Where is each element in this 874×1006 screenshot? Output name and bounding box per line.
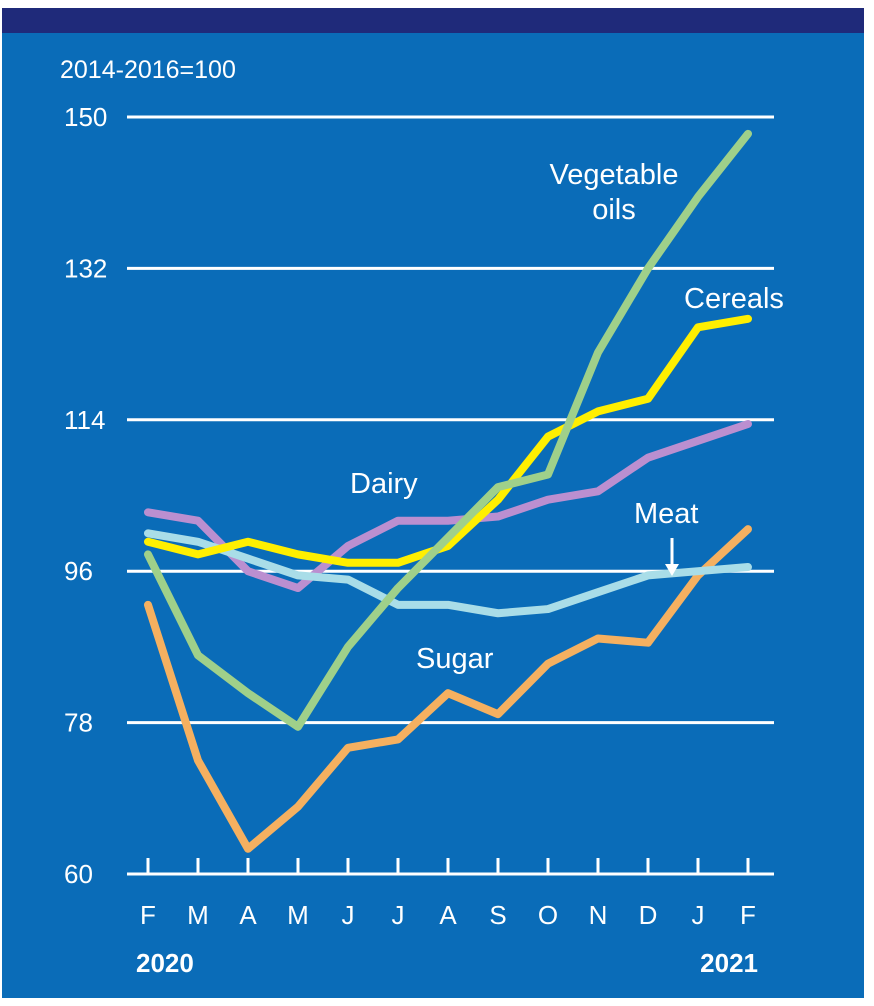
series-line-vegetable-oils (144, 129, 752, 731)
series-line-dairy (144, 420, 752, 593)
series-label-meat: Meat (634, 498, 698, 530)
y-tick-label: 132 (64, 253, 107, 283)
series-label-cereals: Cereals (684, 283, 784, 315)
series-line-sugar (144, 525, 752, 853)
y-tick-label: 96 (64, 556, 93, 586)
meat-pointer-arrowhead (665, 564, 679, 576)
x-tick-label: A (439, 900, 457, 930)
chart-panel: 60 78 96 114 132 150 F M A M J J A S O N D J F 2020 2021 Veg… (2, 8, 864, 998)
series-label-dairy: Dairy (350, 468, 418, 500)
y-tick-label: 150 (64, 102, 107, 132)
year-label: 2021 (700, 948, 758, 978)
y-axis-unit-label: 2014-2016=100 (60, 56, 236, 84)
year-label: 2020 (136, 948, 194, 978)
y-tick-label: 60 (64, 859, 93, 889)
x-tick-label: O (538, 900, 558, 930)
x-tick-label: D (639, 900, 658, 930)
x-tick-label: F (140, 900, 156, 930)
header-bar (2, 8, 864, 33)
x-tick-label: F (740, 900, 756, 930)
series-label-vegetable-oils: Vegetable oils (549, 159, 678, 226)
x-tick-label: M (287, 900, 309, 930)
y-tick-label: 114 (64, 405, 105, 435)
series-label-sugar: Sugar (416, 643, 494, 675)
x-tick-label: A (239, 900, 257, 930)
series-line-meat (144, 529, 752, 618)
x-tick-label: J (342, 900, 355, 930)
series-line-cereals (144, 314, 752, 567)
x-tick-label: S (489, 900, 506, 930)
y-tick-label: 78 (64, 708, 93, 738)
x-tick-label: M (187, 900, 209, 930)
x-tick-label: J (692, 900, 705, 930)
x-tick-label: J (392, 900, 405, 930)
x-tick-label: N (589, 900, 608, 930)
